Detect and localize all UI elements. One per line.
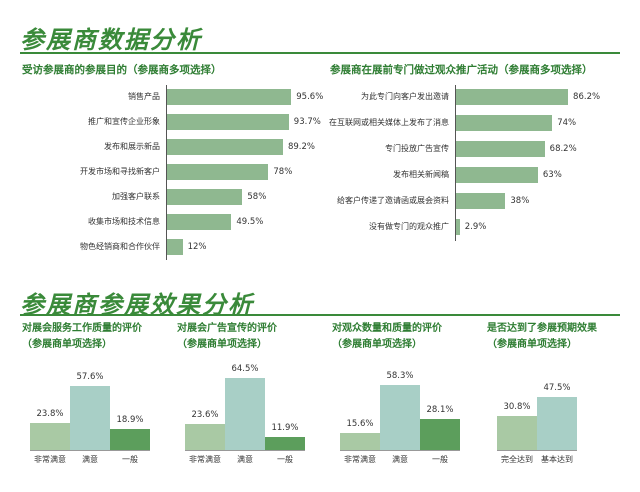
category-label: 满意 bbox=[82, 455, 98, 464]
value-label: 12% bbox=[187, 242, 207, 252]
category-label: 开发市场和寻找新客户 bbox=[80, 167, 160, 176]
value-label: 78% bbox=[273, 167, 293, 177]
bar bbox=[225, 378, 265, 450]
bar bbox=[456, 167, 538, 183]
section-underline bbox=[20, 314, 620, 316]
value-label: 23.8% bbox=[36, 409, 64, 420]
bar bbox=[537, 397, 577, 450]
bar bbox=[70, 385, 110, 450]
value-label: 93.7% bbox=[293, 117, 321, 127]
baseline bbox=[185, 450, 305, 451]
value-label: 30.8% bbox=[503, 401, 531, 412]
bar bbox=[30, 423, 70, 450]
category-label: 销售产品 bbox=[128, 92, 160, 101]
bar-axis bbox=[455, 85, 456, 241]
expectation-chart: 是否达到了参展预期效果 （参展商单项选择） 30.8% 完全达到 47.5% 基本达到 bbox=[485, 322, 625, 487]
category-label: 物色经销商和合作伙伴 bbox=[80, 242, 160, 251]
value-label: 58.3% bbox=[386, 371, 414, 382]
chart-title-line: （参展商单项选择） bbox=[487, 339, 577, 350]
category-label: 基本达到 bbox=[541, 455, 573, 464]
value-label: 89.2% bbox=[287, 142, 315, 152]
purpose-bar-chart: 销售产品 95.6% 推广和宣传企业形象 93.7% 发布和展示新品 89.2% 开发市场和… bbox=[20, 85, 324, 265]
baseline bbox=[30, 450, 150, 451]
value-label: 28.1% bbox=[426, 404, 454, 415]
service-quality-chart: 对展会服务工作质量的评价 （参展商单项选择） 23.8% 非常满意 57.6% 满意 18.… bbox=[20, 322, 160, 487]
bar bbox=[456, 193, 506, 209]
bar bbox=[167, 239, 183, 255]
category-label: 加强客户联系 bbox=[112, 192, 160, 201]
chart-title-line: 对观众数量和质量的评价 bbox=[332, 323, 442, 334]
category-label: 发布和展示新品 bbox=[104, 142, 160, 151]
category-label: 非常满意 bbox=[34, 455, 66, 464]
bar bbox=[167, 189, 243, 205]
bar bbox=[497, 415, 537, 450]
value-label: 63% bbox=[542, 170, 562, 180]
value-label: 58% bbox=[247, 192, 267, 202]
category-label: 非常满意 bbox=[189, 455, 221, 464]
category-label: 在互联网或相关媒体上发布了消息 bbox=[329, 118, 449, 127]
bar bbox=[456, 219, 460, 235]
value-label: 57.6% bbox=[76, 371, 104, 382]
title-underline bbox=[20, 52, 620, 54]
category-label: 为此专门向客户发出邀请 bbox=[361, 92, 449, 101]
bar bbox=[167, 89, 292, 105]
value-label: 38% bbox=[510, 196, 530, 206]
bar-axis bbox=[166, 85, 167, 260]
value-label: 23.6% bbox=[191, 409, 219, 420]
value-label: 47.5% bbox=[543, 383, 571, 394]
page-title: 参展商数据分析 bbox=[20, 26, 202, 54]
bar bbox=[167, 139, 283, 155]
category-label: 满意 bbox=[237, 455, 253, 464]
chart-title-line: （参展商单项选择） bbox=[177, 339, 267, 350]
bar bbox=[185, 423, 225, 450]
category-label: 推广和宣传企业形象 bbox=[88, 117, 160, 126]
bar bbox=[420, 418, 460, 450]
bar bbox=[380, 385, 420, 450]
chart-title-line: 是否达到了参展预期效果 bbox=[487, 323, 597, 334]
category-label: 一般 bbox=[277, 455, 293, 464]
bar bbox=[265, 436, 305, 450]
category-label: 给客户传递了邀请函或展会资料 bbox=[337, 196, 449, 205]
value-label: 64.5% bbox=[231, 364, 259, 375]
chart-title-line: 对展会广告宣传的评价 bbox=[177, 323, 277, 334]
category-label: 一般 bbox=[122, 455, 138, 464]
value-label: 11.9% bbox=[271, 422, 299, 433]
value-label: 68.2% bbox=[549, 144, 577, 154]
category-label: 一般 bbox=[432, 455, 448, 464]
category-label: 没有做专门的观众推广 bbox=[369, 222, 449, 231]
bar bbox=[110, 428, 150, 450]
value-label: 15.6% bbox=[346, 418, 374, 429]
bar bbox=[167, 214, 232, 230]
bar bbox=[456, 89, 569, 105]
chart2-title: 参展商在展前专门做过观众推广活动（参展商多项选择） bbox=[330, 64, 593, 76]
visitor-quality-chart: 对观众数量和质量的评价 （参展商单项选择） 15.6% 非常满意 58.3% 满意 28.1… bbox=[330, 322, 470, 487]
bar bbox=[456, 115, 553, 131]
promotion-bar-chart: 为此专门向客户发出邀请 86.2% 在互联网或相关媒体上发布了消息 74% 专门投放广告… bbox=[320, 85, 630, 245]
value-label: 49.5% bbox=[236, 217, 264, 227]
bar bbox=[167, 114, 289, 130]
bar bbox=[167, 164, 269, 180]
value-label: 86.2% bbox=[573, 92, 601, 102]
advertising-chart: 对展会广告宣传的评价 （参展商单项选择） 23.6% 非常满意 64.5% 满意 11.9%… bbox=[175, 322, 315, 487]
baseline bbox=[497, 450, 577, 451]
chart-title-line: （参展商单项选择） bbox=[332, 339, 422, 350]
value-label: 2.9% bbox=[464, 222, 487, 232]
chart-title-line: 对展会服务工作质量的评价 bbox=[22, 323, 142, 334]
category-label: 完全达到 bbox=[501, 455, 533, 464]
chart1-title: 受访参展商的参展目的（参展商多项选择） bbox=[22, 64, 222, 76]
baseline bbox=[340, 450, 460, 451]
chart-title-line: （参展商单项选择） bbox=[22, 339, 112, 350]
category-label: 收集市场和技术信息 bbox=[88, 217, 160, 226]
category-label: 非常满意 bbox=[344, 455, 376, 464]
bar bbox=[456, 141, 545, 157]
category-label: 专门投放广告宣传 bbox=[385, 144, 449, 153]
bar bbox=[340, 432, 380, 450]
category-label: 满意 bbox=[392, 455, 408, 464]
value-label: 18.9% bbox=[116, 414, 144, 425]
value-label: 74% bbox=[557, 118, 577, 128]
value-label: 95.6% bbox=[296, 92, 324, 102]
category-label: 发布相关新闻稿 bbox=[393, 170, 449, 179]
